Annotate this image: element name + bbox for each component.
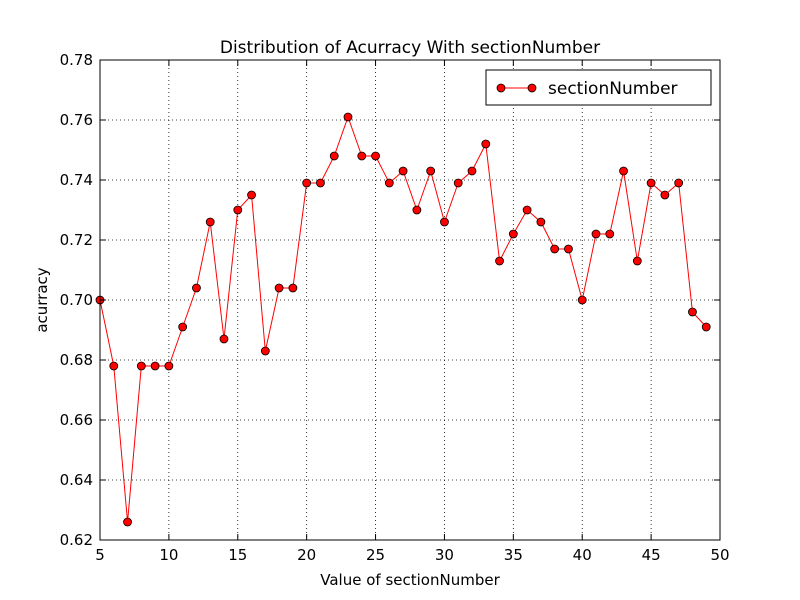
data-point [329,151,339,161]
data-point [398,166,408,176]
data-point [550,244,560,254]
data-point [150,361,160,371]
y-tick-label: 0.68 [60,351,93,369]
data-point [302,178,312,188]
data-point [288,283,298,293]
x-tick-label: 25 [366,546,385,564]
data-point [564,244,573,254]
y-tick-label: 0.72 [60,231,93,249]
data-point [577,295,587,305]
data-point [605,229,615,239]
y-tick-label: 0.78 [60,51,93,69]
grid-lines [99,59,721,541]
axis-ticks: 5 10 15 20 25 30 35 40 45 50 0.62 0.64 0.66 0.68 0.70 0… [60,51,730,564]
data-point [136,361,146,371]
x-tick-label: 20 [297,546,316,564]
x-tick-label: 10 [159,546,178,564]
data-point [660,190,670,200]
data-point [646,178,656,188]
x-axis-label: Value of sectionNumber [320,571,500,589]
data-point [591,229,601,239]
chart-title: Distribution of Acurracy With sectionNum… [220,38,600,58]
data-point [178,322,188,332]
data-point [219,334,229,344]
data-point [274,283,284,293]
y-tick-label: 0.66 [60,411,93,429]
data-point [701,322,711,332]
data-point [688,307,697,317]
y-tick-label: 0.70 [60,291,93,309]
data-point [495,256,504,266]
y-tick-label: 0.64 [60,471,93,489]
x-tick-label: 5 [95,546,105,564]
data-point [205,217,215,227]
data-point [233,205,243,215]
x-tick-label: 30 [435,546,454,564]
data-point [619,166,628,176]
data-point [164,361,174,371]
data-point [123,517,132,527]
x-tick-label: 40 [573,546,592,564]
data-point [109,361,119,371]
data-point [247,190,256,200]
data-point [260,346,270,356]
x-tick-label: 45 [642,546,661,564]
y-tick-label: 0.74 [60,171,93,189]
legend: sectionNumber [485,69,712,106]
series-layer [95,112,711,527]
data-point [412,205,422,215]
data-point [453,178,463,188]
data-point [467,166,477,176]
y-tick-label: 0.62 [60,531,93,549]
data-point [508,229,518,239]
data-point [440,217,449,227]
x-tick-label: 15 [228,546,247,564]
y-axis-label: acurracy [33,267,51,332]
y-tick-label: 0.76 [60,111,93,129]
legend-marker-left [496,83,506,93]
data-point [536,217,546,227]
data-point [316,178,325,188]
data-point [426,166,436,176]
data-point [343,112,353,122]
data-point [384,178,394,188]
x-tick-label: 50 [710,546,729,564]
data-point [357,151,367,161]
legend-marker-right [527,83,537,93]
data-point [674,178,684,188]
data-point [522,205,532,215]
series-line [99,115,707,523]
data-point [192,283,201,293]
data-point [481,139,491,149]
legend-label: sectionNumber [548,79,678,99]
data-point [632,256,642,266]
data-point [371,151,380,161]
x-tick-label: 35 [504,546,523,564]
